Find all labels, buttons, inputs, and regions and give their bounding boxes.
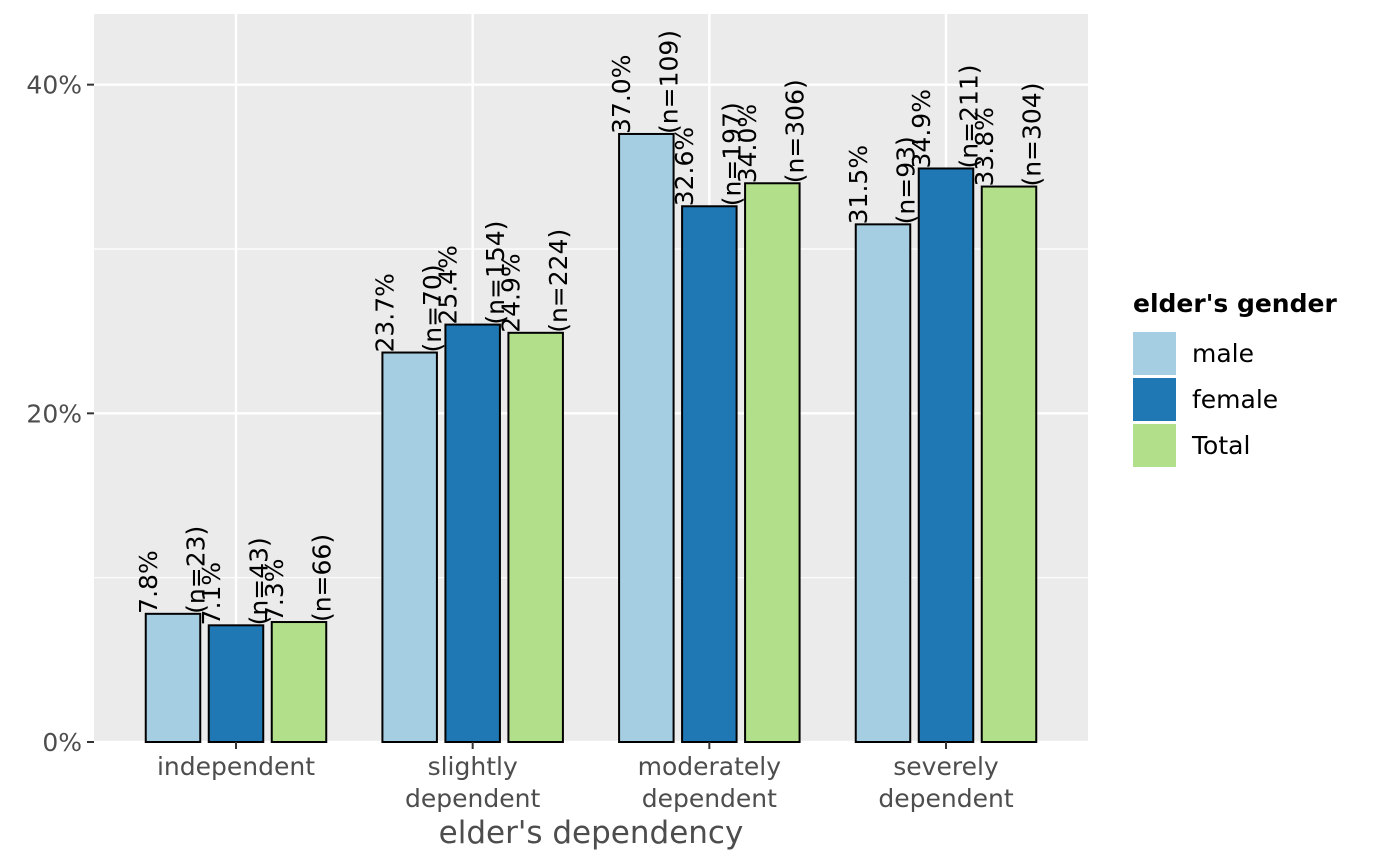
bars (144, 132, 1038, 744)
bar-value-label: 23.7% (370, 273, 399, 352)
bar-value-label: 32.6% (670, 127, 699, 206)
bar-male (618, 132, 675, 744)
legend-title: elder's gender (1133, 289, 1337, 318)
bar-count-label: (n=154) (481, 221, 510, 325)
bar-total (270, 621, 328, 744)
bar-value-label: 7.3% (260, 559, 289, 623)
x-axis: independent slightly dependent moderately de… (157, 742, 1014, 813)
bar-value-label: 33.8% (970, 107, 999, 186)
x-tick-label: dependent (405, 784, 540, 813)
x-tick-label: independent (157, 752, 315, 781)
x-tick-label: dependent (878, 784, 1013, 813)
bar-female (207, 624, 265, 744)
bar-count-label: (n=211) (954, 64, 983, 168)
x-tick-label: dependent (642, 784, 777, 813)
x-tick-label: severely (893, 752, 999, 781)
y-tick-label: 20% (26, 399, 82, 428)
y-axis: 0% 20% 40% (26, 71, 94, 757)
bar-male (144, 612, 202, 743)
bar-value-label: 37.0% (607, 55, 636, 134)
bar-value-label: 34.0% (733, 104, 762, 183)
bar-count-label: (n=70) (418, 264, 447, 352)
y-tick-label: 40% (26, 71, 82, 100)
bar-count-label: (n=109) (655, 30, 684, 134)
y-tick-label: 0% (42, 728, 82, 757)
legend-swatch-male (1133, 332, 1176, 375)
legend-label: female (1192, 385, 1278, 414)
data-labels: 7.8% (n=23) 23.7% (n=70) 37.0% (n=109) 31.5% (n… (134, 30, 1047, 625)
x-tick-label: moderately (638, 752, 782, 781)
legend: elder's gender male female Total (1133, 289, 1337, 467)
bar-male (381, 351, 438, 743)
legend-swatch-total (1133, 424, 1176, 467)
bar-count-label: (n=93) (891, 136, 920, 224)
bar-count-label: (n=43) (244, 537, 273, 625)
bar-female (681, 205, 738, 743)
bar-total (744, 182, 801, 744)
bar-total (980, 185, 1038, 744)
bar-male (854, 223, 912, 743)
bar-value-label: 7.8% (134, 550, 163, 614)
bar-total (507, 331, 564, 743)
bar-value-label: 34.9% (907, 89, 936, 168)
legend-swatch-female (1133, 378, 1176, 421)
legend-label: Total (1191, 431, 1250, 460)
bar-count-label: (n=23) (181, 526, 210, 614)
legend-label: male (1192, 339, 1254, 368)
bar-count-label: (n=66) (307, 534, 336, 622)
x-tick-label: slightly (428, 752, 518, 781)
bar-count-label: (n=304) (1017, 83, 1046, 187)
bar-count-label: (n=197) (718, 102, 747, 206)
bar-value-label: 7.1% (197, 562, 226, 626)
bar-count-label: (n=224) (544, 229, 573, 333)
bar-female (917, 167, 975, 743)
bar-value-label: 25.4% (433, 245, 462, 324)
x-axis-title: elder's dependency (439, 815, 744, 851)
bar-value-label: 24.9% (496, 253, 525, 332)
bar-value-label: 31.5% (844, 145, 873, 224)
bar-count-label: (n=306) (781, 79, 810, 183)
bar-female (444, 323, 501, 743)
